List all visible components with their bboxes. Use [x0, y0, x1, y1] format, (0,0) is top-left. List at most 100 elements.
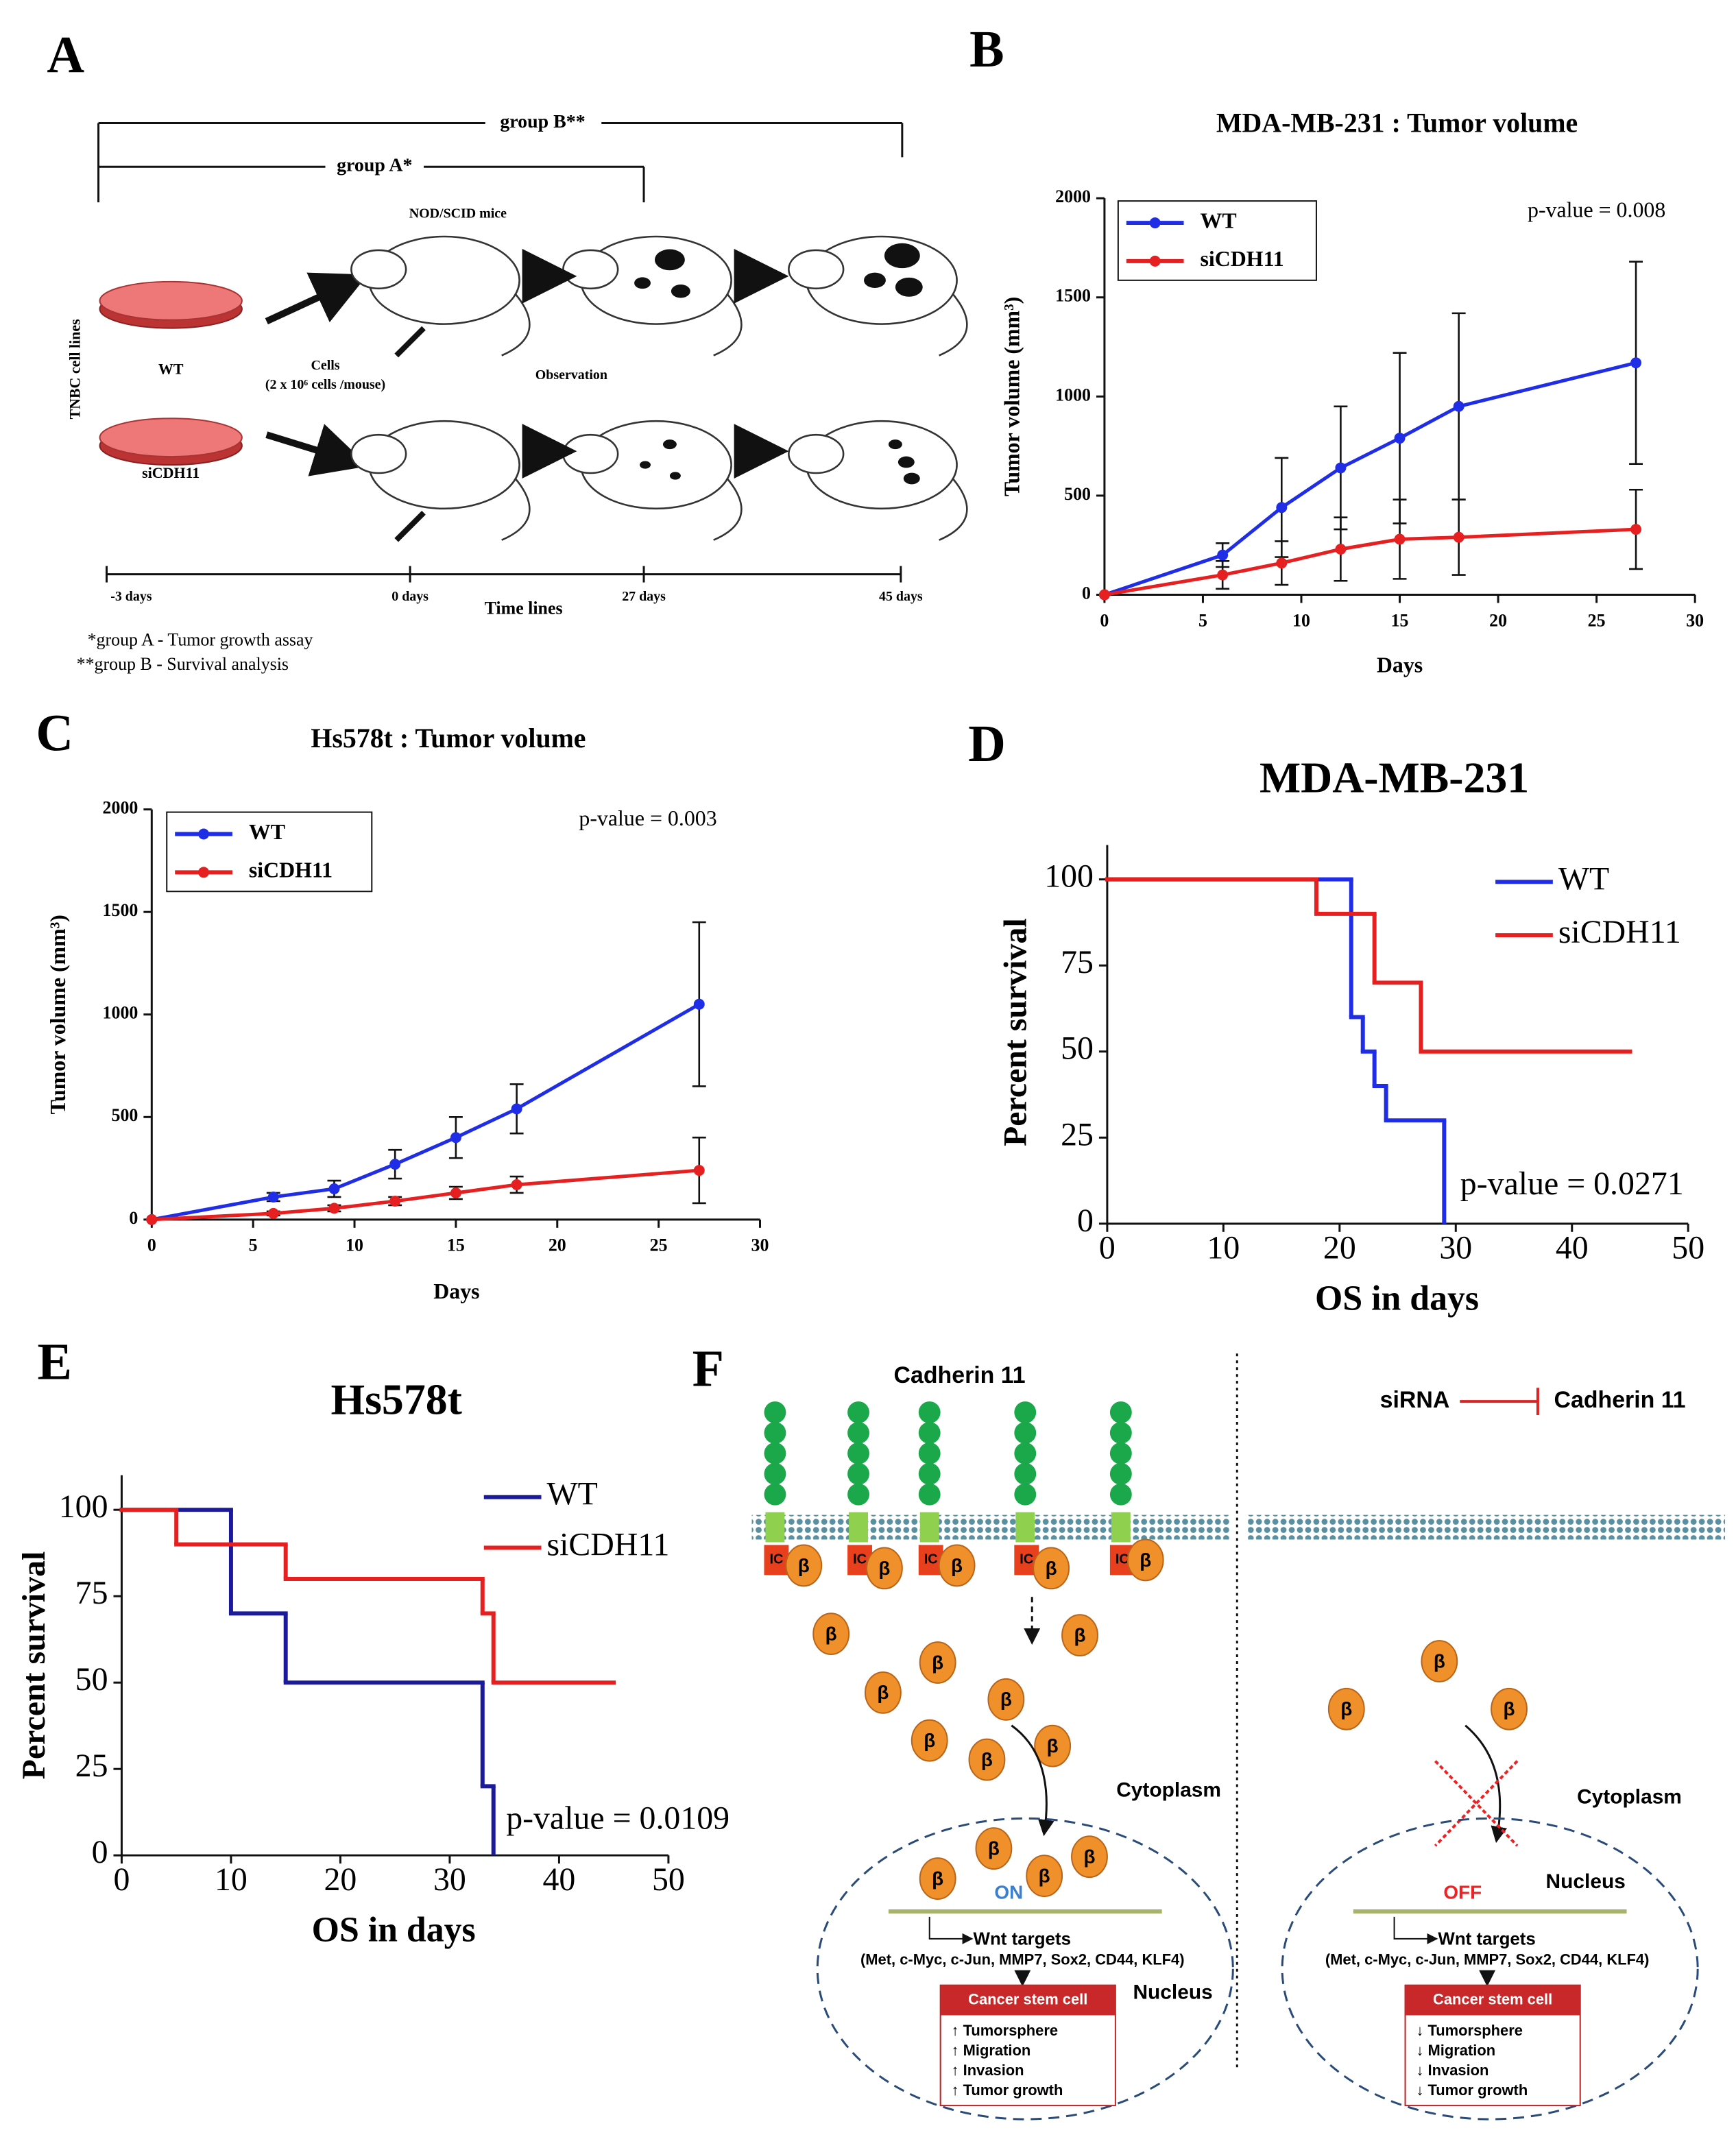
x-axis-label: Days [433, 1279, 479, 1303]
cadherin-domain [918, 1422, 941, 1444]
data-point [1276, 502, 1288, 514]
panel-label: A [47, 26, 84, 84]
data-point [1276, 557, 1288, 569]
legend-label: siCDH11 [249, 858, 333, 882]
y-tick-label: 75 [75, 1575, 108, 1611]
ic-label: IC [1020, 1552, 1033, 1567]
beta-catenin [1491, 1687, 1528, 1730]
x-tick-label: 10 [215, 1861, 248, 1898]
x-tick-label: 50 [1672, 1230, 1704, 1266]
wnt-label: Wnt targets [1438, 1930, 1535, 1949]
y-tick-label: 100 [59, 1488, 108, 1525]
cell-line-label: WT [158, 360, 184, 377]
csc-title: Cancer stem cell [1433, 1990, 1552, 2007]
beta-catenin [938, 1544, 976, 1587]
arrow [265, 272, 368, 325]
legend-label: WT [1558, 860, 1609, 897]
beta-catenin [911, 1719, 948, 1762]
transmembrane [919, 1512, 939, 1543]
legend-label: WT [546, 1476, 597, 1512]
beta-label: β [932, 1868, 943, 1889]
data-point [1394, 433, 1406, 444]
csc-item: ↑ Invasion [952, 2062, 1024, 2079]
data-point [511, 1103, 522, 1115]
arrow [1011, 1724, 1054, 1837]
annotation: p-value = 0.0109 [506, 1800, 730, 1836]
beta-catenin [968, 1738, 1006, 1781]
y-axis-label: Tumor volume (mm³) [46, 915, 70, 1114]
targets-label: (Met, c-Myc, c-Jun, MMP7, Sox2, CD44, KL… [860, 1951, 1185, 1968]
x-tick-label: 30 [1439, 1230, 1472, 1266]
cadherin-domain [847, 1442, 869, 1464]
legend-marker [1149, 255, 1161, 267]
mouse-head [350, 249, 407, 290]
beta-label: β [1047, 1735, 1059, 1756]
beta-label: β [825, 1623, 837, 1644]
cadherin-domain [847, 1401, 869, 1424]
cell-line-label: siCDH11 [142, 464, 200, 481]
mouse-tail [939, 478, 968, 541]
cadherin-domain [764, 1462, 786, 1485]
beta-catenin [812, 1613, 850, 1656]
legend-marker [198, 828, 210, 840]
tumor [897, 456, 915, 468]
mice-label: NOD/SCID mice [409, 206, 507, 221]
tumor [671, 285, 690, 298]
beta-label: β [988, 1838, 1000, 1859]
data-point [1630, 524, 1642, 535]
tumor [662, 439, 677, 450]
data-point [1453, 531, 1464, 543]
protein-label: Cadherin 11 [894, 1362, 1026, 1388]
y-tick-label: 500 [112, 1105, 138, 1125]
sirna-label: siRNA [1380, 1387, 1450, 1413]
y-tick-label: 2000 [1055, 186, 1091, 206]
beta-catenin [1071, 1835, 1108, 1879]
nucleus [1281, 1817, 1699, 2121]
y-tick-label: 0 [1082, 583, 1091, 603]
y-tick-label: 1000 [103, 1003, 138, 1023]
x-tick-label: 0 [147, 1235, 156, 1255]
chart-title: MDA-MB-231 [1259, 753, 1529, 801]
y-tick-label: 1000 [1055, 385, 1091, 405]
cadherin-domain [1014, 1462, 1037, 1485]
cadherin-domain [1109, 1401, 1132, 1424]
timeline-label: 27 days [622, 589, 666, 604]
cadherin-domain [764, 1422, 786, 1444]
beta-catenin [1033, 1547, 1070, 1590]
timeline-title: Time lines [485, 598, 563, 618]
beta-label: β [1000, 1689, 1012, 1710]
beta-label: β [1434, 1650, 1445, 1671]
mouse-head [562, 433, 619, 474]
y-tick-label: 0 [92, 1834, 108, 1870]
csc-title: Cancer stem cell [968, 1990, 1087, 2007]
mouse-head [788, 433, 845, 474]
cells-label: Cells [311, 358, 339, 373]
x-tick-label: 20 [324, 1861, 357, 1898]
cadherin-domain [1014, 1422, 1037, 1444]
mouse-head [562, 249, 619, 290]
y-axis-label: Percent survival [997, 918, 1033, 1146]
csc-item: ↑ Tumorsphere [952, 2022, 1058, 2039]
legend-marker [198, 867, 210, 878]
x-tick-label: 20 [548, 1235, 566, 1255]
note: *group A - Tumor growth assay [88, 629, 313, 649]
ic-label: IC [924, 1552, 938, 1567]
beta-label: β [924, 1730, 935, 1751]
x-tick-label: 10 [346, 1235, 363, 1255]
x-axis-label: OS in days [1315, 1279, 1479, 1318]
beta-label: β [1140, 1549, 1151, 1571]
cadherin-domain [1014, 1442, 1037, 1464]
chart-title: Hs578t : Tumor volume [311, 723, 586, 753]
legend-label: siCDH11 [546, 1526, 669, 1562]
panel-label: B [969, 21, 1004, 78]
y-tick-label: 25 [1061, 1116, 1094, 1152]
wnt-label: Wnt targets [974, 1930, 1071, 1949]
compartment-label: Cytoplasm [1116, 1778, 1221, 1801]
beta-label: β [1340, 1698, 1352, 1719]
beta-label: β [1504, 1698, 1515, 1719]
cadherin-domain [847, 1462, 869, 1485]
y-tick-label: 1500 [1055, 286, 1091, 306]
data-point [267, 1191, 279, 1203]
data-point [1630, 357, 1642, 369]
annotation: p-value = 0.008 [1528, 197, 1665, 221]
